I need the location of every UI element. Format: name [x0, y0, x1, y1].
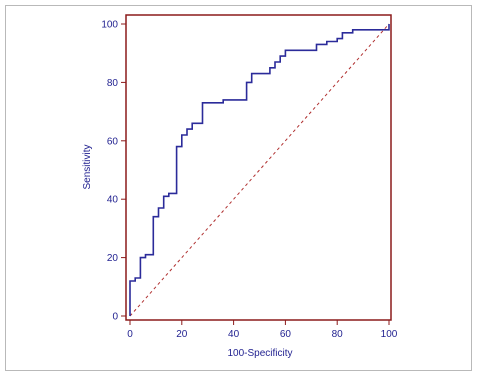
roc-curve-line	[129, 24, 390, 316]
y-tick-label: 80	[107, 78, 119, 89]
x-tick-label: 80	[332, 329, 344, 340]
tick-marks	[121, 23, 390, 325]
tick-labels: 0 20 40 60 80 100 0 20 40 60 80 100	[101, 20, 397, 341]
y-axis-title: Sensitivity	[82, 144, 93, 189]
x-tick-label: 100	[381, 329, 398, 340]
y-tick-label: 60	[107, 136, 119, 147]
outer-frame	[5, 5, 472, 371]
x-tick-label: 20	[176, 329, 188, 340]
y-tick-label: 0	[112, 312, 118, 323]
x-tick-label: 40	[228, 329, 240, 340]
reference-diagonal-line	[129, 23, 390, 317]
y-tick-label: 20	[107, 253, 119, 264]
x-tick-label: 60	[280, 329, 292, 340]
x-tick-label: 0	[127, 329, 133, 340]
y-tick-label: 100	[101, 20, 118, 31]
y-tick-label: 40	[107, 195, 119, 206]
plot-area-frame	[125, 14, 392, 321]
x-axis-title: 100-Specificity	[227, 348, 292, 359]
